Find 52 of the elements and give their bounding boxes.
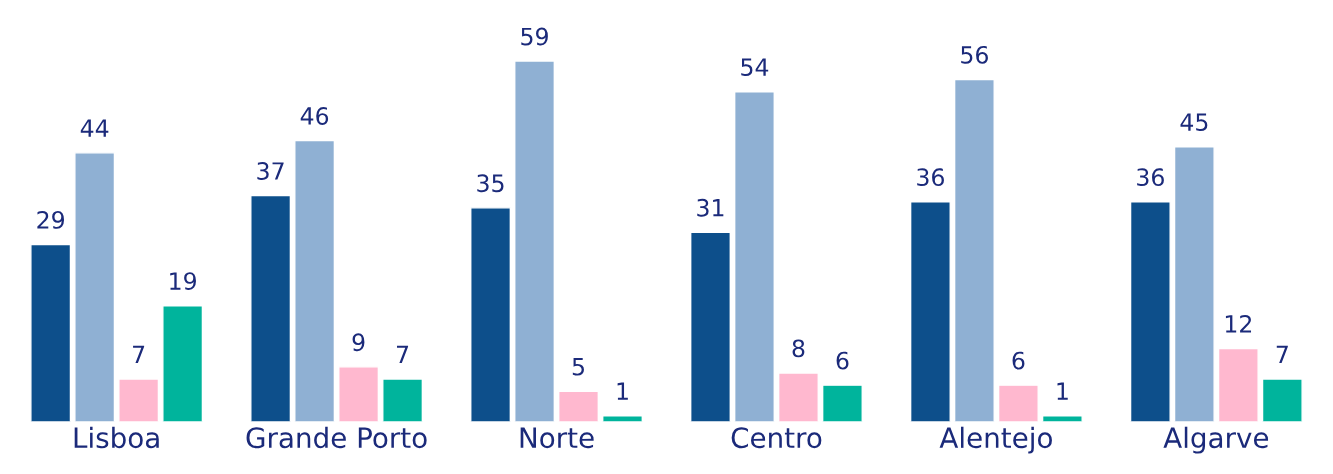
bar bbox=[470, 207, 512, 422]
data-label: 1 bbox=[617, 382, 628, 400]
data-label: 7 bbox=[1276, 345, 1288, 364]
x-tick-label: Centro bbox=[731, 427, 822, 449]
bar bbox=[250, 194, 292, 422]
data-label: 19 bbox=[170, 272, 196, 290]
data-label: 44 bbox=[80, 119, 109, 137]
data-label: 6 bbox=[836, 351, 849, 370]
bar bbox=[1217, 347, 1259, 422]
data-label: 45 bbox=[1180, 113, 1208, 132]
bar bbox=[1173, 146, 1215, 422]
data-label: 54 bbox=[741, 58, 769, 76]
x-tick-label: Grande Porto bbox=[246, 426, 427, 449]
bar bbox=[338, 366, 380, 422]
x-tick-label: Alentejo bbox=[939, 426, 1052, 454]
bar bbox=[74, 152, 116, 422]
data-label: 36 bbox=[917, 168, 944, 187]
bar bbox=[821, 384, 863, 422]
bar bbox=[514, 60, 556, 422]
data-label: 59 bbox=[521, 27, 548, 46]
data-label: 7 bbox=[396, 345, 409, 364]
bar bbox=[294, 139, 336, 422]
bar bbox=[689, 231, 731, 422]
bar bbox=[382, 378, 424, 422]
bar bbox=[733, 90, 775, 422]
data-label: 46 bbox=[300, 107, 329, 125]
data-label: 8 bbox=[792, 339, 805, 358]
bar bbox=[1129, 201, 1171, 422]
bar bbox=[997, 384, 1039, 422]
bar bbox=[1261, 378, 1303, 422]
data-label: 5 bbox=[572, 358, 584, 376]
x-tick-label: Norte bbox=[520, 427, 594, 449]
bar bbox=[953, 78, 995, 422]
data-label: 6 bbox=[1012, 351, 1025, 370]
data-label: 36 bbox=[1137, 168, 1164, 187]
bar bbox=[909, 201, 951, 422]
bar bbox=[777, 372, 819, 422]
data-label: 9 bbox=[352, 333, 365, 352]
data-label: 12 bbox=[1225, 314, 1252, 333]
data-label: 56 bbox=[961, 45, 988, 64]
bar bbox=[30, 243, 72, 422]
bar bbox=[118, 378, 160, 422]
data-label: 29 bbox=[37, 211, 65, 229]
x-tick-label: Lisboa bbox=[74, 426, 159, 449]
data-label: 7 bbox=[133, 345, 145, 364]
data-label: 31 bbox=[697, 198, 724, 217]
bar bbox=[558, 390, 600, 422]
data-label: 37 bbox=[257, 162, 284, 180]
data-label: 35 bbox=[477, 174, 504, 193]
data-label: 1 bbox=[1057, 382, 1068, 400]
x-tick-label: Algarve bbox=[1163, 426, 1269, 454]
bar bbox=[162, 304, 204, 422]
